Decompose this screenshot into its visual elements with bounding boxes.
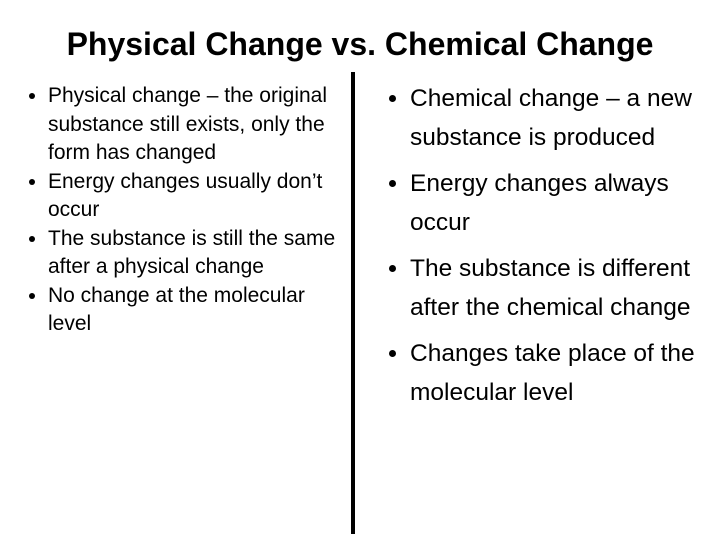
bullet-item: Chemical change – a new substance is pro…	[410, 80, 718, 157]
slide-title: Physical Change vs. Chemical Change	[66, 26, 654, 62]
bullet-item: The substance is different after the che…	[410, 250, 718, 327]
physical-list: Physical change – the original substance…	[10, 82, 348, 339]
bullet-item: No change at the molecular level	[48, 282, 348, 339]
bullet-item: Changes take place of the molecular leve…	[410, 335, 718, 412]
bullet-item: Energy changes always occur	[410, 165, 718, 242]
column-divider	[351, 72, 355, 534]
chemical-list: Chemical change – a new substance is pro…	[372, 80, 718, 420]
bullet-item: The substance is still the same after a …	[48, 225, 348, 282]
bullet-item: Energy changes usually don’t occur	[48, 168, 348, 225]
bullet-item: Physical change – the original substance…	[48, 82, 348, 168]
